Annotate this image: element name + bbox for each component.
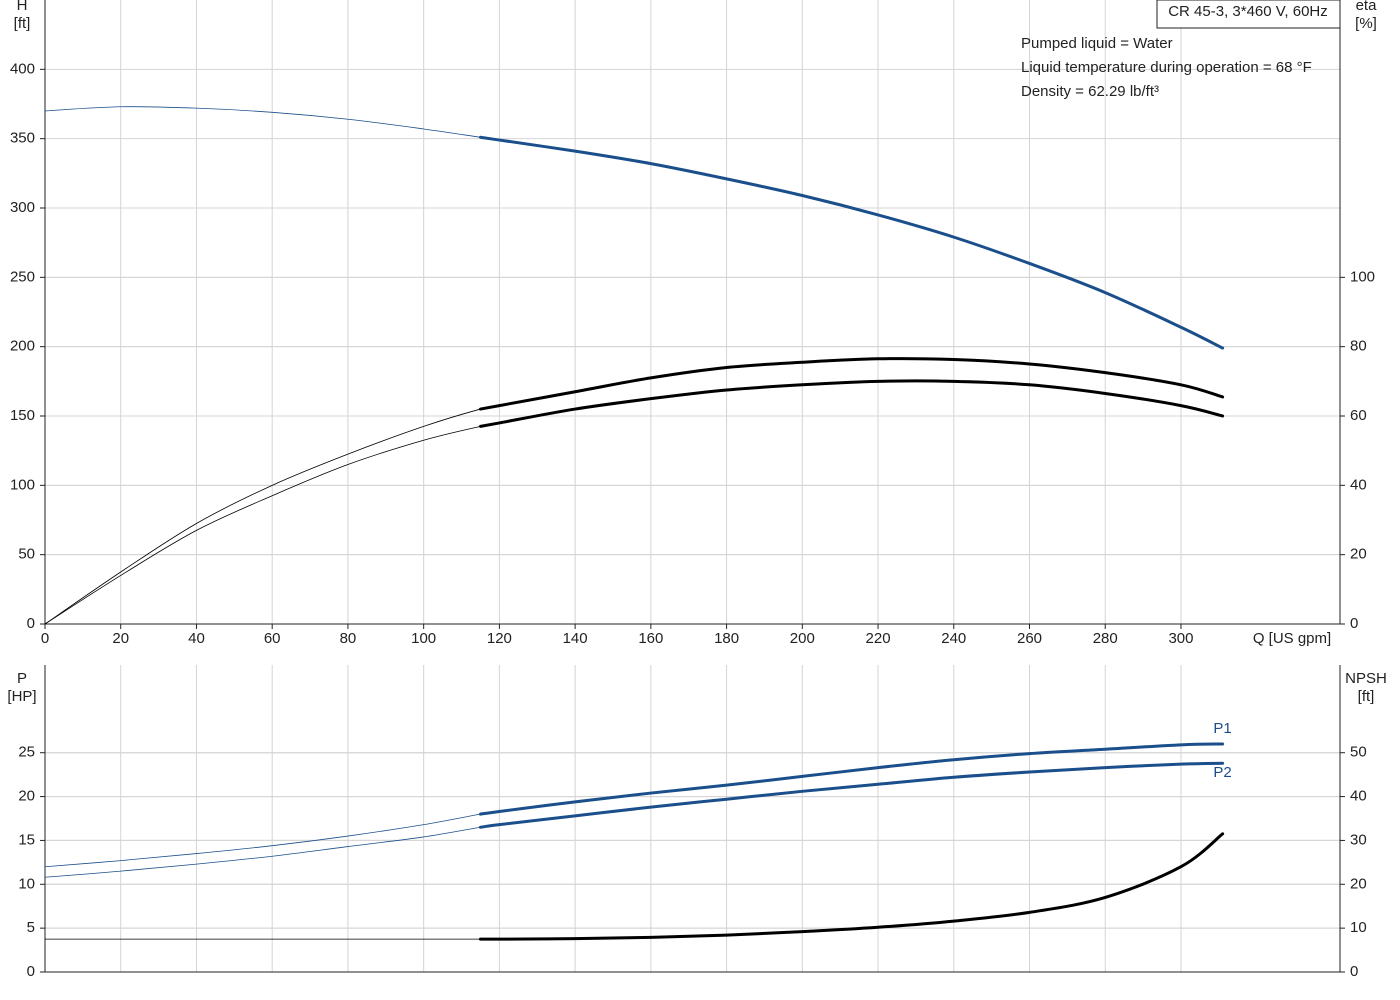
y-axis-label: [ft] bbox=[14, 15, 31, 32]
x-tick-label: 120 bbox=[487, 630, 512, 647]
x-tick-label: 100 bbox=[411, 630, 436, 647]
y-axis-label: P bbox=[17, 670, 27, 687]
y2-axis-label: [%] bbox=[1355, 15, 1377, 32]
y-tick-label: 10 bbox=[18, 875, 35, 892]
annotation: Liquid temperature during operation = 68… bbox=[1021, 59, 1312, 76]
curve bbox=[44, 833, 1223, 940]
curve-duty-range bbox=[478, 357, 1225, 411]
y-tick-label: 15 bbox=[18, 831, 35, 848]
x-tick-label: 160 bbox=[638, 630, 663, 647]
y2-tick-label: 20 bbox=[1350, 546, 1367, 563]
y2-tick-label: 20 bbox=[1350, 875, 1367, 892]
y-tick-label: 300 bbox=[10, 199, 35, 216]
x-axis-label: Q [US gpm] bbox=[1253, 630, 1331, 647]
curve bbox=[44, 380, 1223, 625]
series-label: P1 bbox=[1213, 720, 1231, 737]
x-tick-label: 280 bbox=[1093, 630, 1118, 647]
y2-tick-label: 0 bbox=[1350, 615, 1358, 632]
y-tick-label: 20 bbox=[18, 788, 35, 805]
y2-axis-label: NPSH bbox=[1345, 670, 1387, 687]
x-tick-label: 180 bbox=[714, 630, 739, 647]
y-tick-label: 150 bbox=[10, 407, 35, 424]
x-tick-label: 220 bbox=[866, 630, 891, 647]
annotation: Density = 62.29 lb/ft³ bbox=[1021, 83, 1159, 100]
x-tick-label: 200 bbox=[790, 630, 815, 647]
curve bbox=[44, 106, 1223, 349]
x-tick-label: 240 bbox=[941, 630, 966, 647]
y-tick-label: 0 bbox=[27, 615, 35, 632]
x-tick-label: 60 bbox=[264, 630, 281, 647]
y2-tick-label: 0 bbox=[1350, 963, 1358, 980]
y-tick-label: 250 bbox=[10, 268, 35, 285]
y-tick-label: 25 bbox=[18, 744, 35, 761]
x-tick-label: 20 bbox=[112, 630, 129, 647]
y2-tick-label: 60 bbox=[1350, 407, 1367, 424]
y-tick-label: 200 bbox=[10, 338, 35, 355]
y2-tick-label: 100 bbox=[1350, 268, 1375, 285]
y-tick-label: 400 bbox=[10, 60, 35, 77]
x-tick-label: 260 bbox=[1017, 630, 1042, 647]
y2-tick-label: 10 bbox=[1350, 919, 1367, 936]
x-tick-label: 140 bbox=[563, 630, 588, 647]
curve bbox=[44, 743, 1223, 868]
x-tick-label: 40 bbox=[188, 630, 205, 647]
curve-duty-range bbox=[478, 761, 1225, 829]
curve-duty-range bbox=[478, 832, 1225, 941]
y2-tick-label: 80 bbox=[1350, 338, 1367, 355]
x-tick-label: 80 bbox=[340, 630, 357, 647]
curve-duty-range bbox=[478, 135, 1225, 350]
curve bbox=[44, 762, 1223, 878]
y2-tick-label: 40 bbox=[1350, 476, 1367, 493]
curve bbox=[44, 358, 1223, 625]
y-axis-label: H bbox=[17, 0, 28, 14]
y-axis-label: [HP] bbox=[7, 688, 36, 705]
x-tick-label: 0 bbox=[41, 630, 49, 647]
curve-duty-range bbox=[478, 742, 1225, 816]
y2-axis-label: [ft] bbox=[1358, 688, 1375, 705]
curve-duty-range bbox=[478, 379, 1225, 428]
y2-tick-label: 50 bbox=[1350, 744, 1367, 761]
annotation: Pumped liquid = Water bbox=[1021, 35, 1173, 52]
y2-tick-label: 40 bbox=[1350, 788, 1367, 805]
title-box bbox=[1156, 0, 1341, 29]
y2-axis-label: eta bbox=[1356, 0, 1378, 14]
y2-tick-label: 30 bbox=[1350, 831, 1367, 848]
x-tick-label: 300 bbox=[1168, 630, 1193, 647]
y-tick-label: 100 bbox=[10, 476, 35, 493]
y-tick-label: 0 bbox=[27, 963, 35, 980]
series-label: P2 bbox=[1213, 764, 1231, 781]
chart-title: CR 45-3, 3*460 V, 60Hz bbox=[1168, 3, 1328, 20]
y-tick-label: 5 bbox=[27, 919, 35, 936]
y-tick-label: 350 bbox=[10, 130, 35, 147]
y-tick-label: 50 bbox=[18, 546, 35, 563]
